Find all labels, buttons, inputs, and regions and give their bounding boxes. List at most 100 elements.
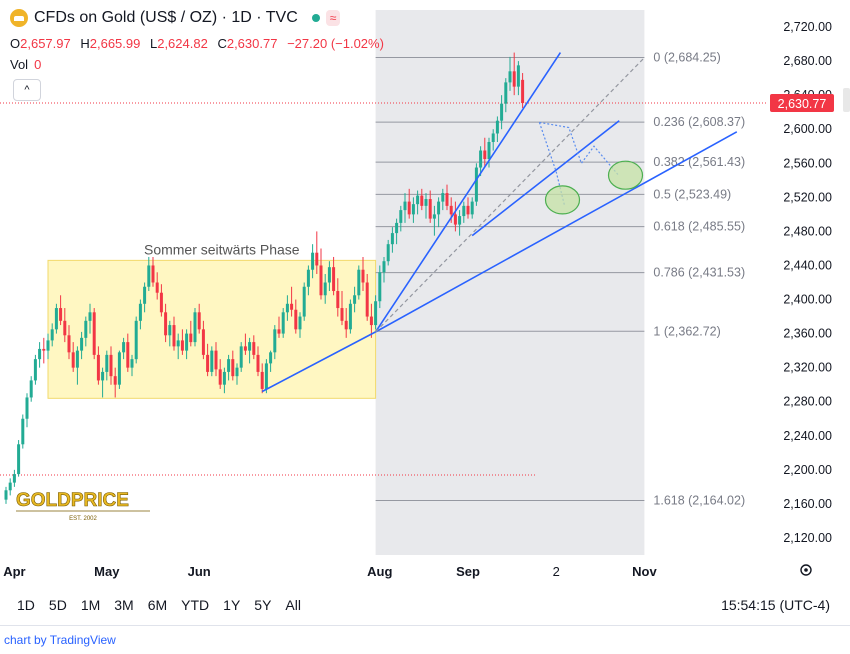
range-5d[interactable]: 5D: [48, 597, 67, 613]
candle-body: [264, 363, 268, 389]
candle-body: [361, 269, 365, 283]
candle-body: [8, 482, 12, 491]
range-6m[interactable]: 6M: [147, 597, 168, 613]
range-1y[interactable]: 1Y: [223, 597, 241, 613]
clock[interactable]: 15:54:15 (UTC-4): [721, 597, 830, 613]
time-tick-label: Jun: [188, 564, 211, 579]
candle-body: [151, 265, 155, 283]
candle-body: [122, 342, 126, 353]
candle-body: [474, 167, 478, 202]
candle-body: [143, 286, 147, 304]
candle-body: [4, 490, 8, 500]
price-tick-label: 2,240.00: [783, 429, 832, 443]
candle-body: [210, 350, 214, 372]
candle-body: [117, 352, 121, 385]
close-label: C: [217, 36, 227, 51]
candle-body: [96, 354, 100, 381]
candle-body: [75, 350, 79, 368]
candle-body: [483, 150, 487, 160]
time-tick-label: May: [94, 564, 120, 579]
candle-body: [462, 205, 466, 217]
wave-icon[interactable]: ≈: [325, 10, 341, 26]
candle-body: [340, 308, 344, 321]
candle-body: [159, 292, 163, 313]
projection-path: [539, 121, 620, 177]
candle-body: [46, 340, 50, 351]
candle-body: [248, 342, 252, 351]
candle-body: [441, 193, 445, 202]
price-tick-label: 2,160.00: [783, 497, 832, 511]
candle-body: [306, 269, 310, 287]
fib-level-label: 0 (2,684.25): [653, 50, 720, 64]
candle-body: [500, 103, 504, 121]
fib-level-label: 0.236 (2,608.37): [653, 115, 745, 129]
candle-body: [382, 261, 386, 273]
tradingview-credit-link[interactable]: chart by TradingView: [4, 633, 116, 647]
candle-body: [214, 350, 218, 370]
candle-body: [348, 303, 352, 330]
volume-label: Vol: [10, 57, 29, 72]
open-label: O: [10, 36, 21, 51]
candle-body: [512, 71, 516, 87]
candle-body: [445, 193, 449, 206]
range-ytd[interactable]: YTD: [181, 597, 210, 613]
change-value: −27.20 (−1.02%): [287, 36, 384, 51]
volume-value: 0: [34, 57, 42, 72]
candle-body: [315, 252, 319, 266]
candle-body: [92, 312, 96, 355]
candle-body: [290, 303, 294, 310]
candle-body: [365, 282, 369, 317]
candle-body: [59, 308, 63, 321]
candle-body: [332, 267, 336, 292]
range-5y[interactable]: 5Y: [254, 597, 272, 613]
candle-body: [193, 312, 197, 343]
market-status-icon: [311, 14, 320, 22]
candle-body: [101, 371, 105, 381]
candle-body: [357, 269, 361, 296]
range-1d[interactable]: 1D: [17, 597, 35, 613]
candle-body: [243, 346, 247, 351]
price-axis: 2,720.002,680.002,640.002,600.002,560.00…: [783, 20, 832, 545]
candle-body: [109, 354, 113, 377]
candle-body: [298, 316, 302, 330]
candle-body: [227, 359, 231, 372]
collapse-legend-button[interactable]: ^: [13, 79, 41, 101]
trendline: [261, 331, 376, 393]
range-1m[interactable]: 1M: [80, 597, 101, 613]
price-scale-handle[interactable]: [843, 88, 850, 112]
candle-body: [235, 367, 239, 377]
range-selector[interactable]: 1D 5D 1M 3M 6M YTD 1Y 5Y All: [17, 597, 315, 613]
candle-body: [180, 340, 184, 351]
candle-body: [369, 316, 373, 326]
candle-body: [12, 474, 16, 483]
candle-body: [130, 359, 134, 368]
candle-body: [302, 286, 306, 317]
volume-legend[interactable]: Vol 0: [10, 57, 41, 72]
last-price-badge: [770, 94, 834, 113]
symbol-title[interactable]: CFDs on Gold (US$ / OZ) · 1D · TVC: [34, 9, 298, 26]
candle-body: [84, 320, 88, 338]
candle-body: [269, 352, 273, 364]
range-3m[interactable]: 3M: [114, 597, 134, 613]
candle-body: [252, 342, 256, 355]
candle-body: [395, 222, 399, 234]
candle-body: [378, 272, 382, 302]
divider: [0, 625, 850, 626]
range-all[interactable]: All: [285, 597, 301, 613]
candle-body: [231, 359, 235, 377]
candle-body: [63, 320, 67, 336]
price-tick-label: 2,440.00: [783, 258, 832, 272]
candle-body: [168, 325, 172, 336]
candle-body: [487, 141, 491, 160]
target-ellipse: [607, 160, 644, 190]
price-tick-label: 2,280.00: [783, 395, 832, 409]
candle-body: [390, 233, 394, 245]
symbol-header[interactable]: CFDs on Gold (US$ / OZ) · 1D · TVC ≈: [10, 9, 341, 27]
candle-body: [344, 320, 348, 330]
candle-body: [29, 380, 33, 398]
candle-body: [239, 346, 243, 368]
candle-body: [201, 329, 205, 355]
fib-level-label: 0.786 (2,431.53): [653, 266, 745, 280]
candle-body: [222, 371, 226, 385]
